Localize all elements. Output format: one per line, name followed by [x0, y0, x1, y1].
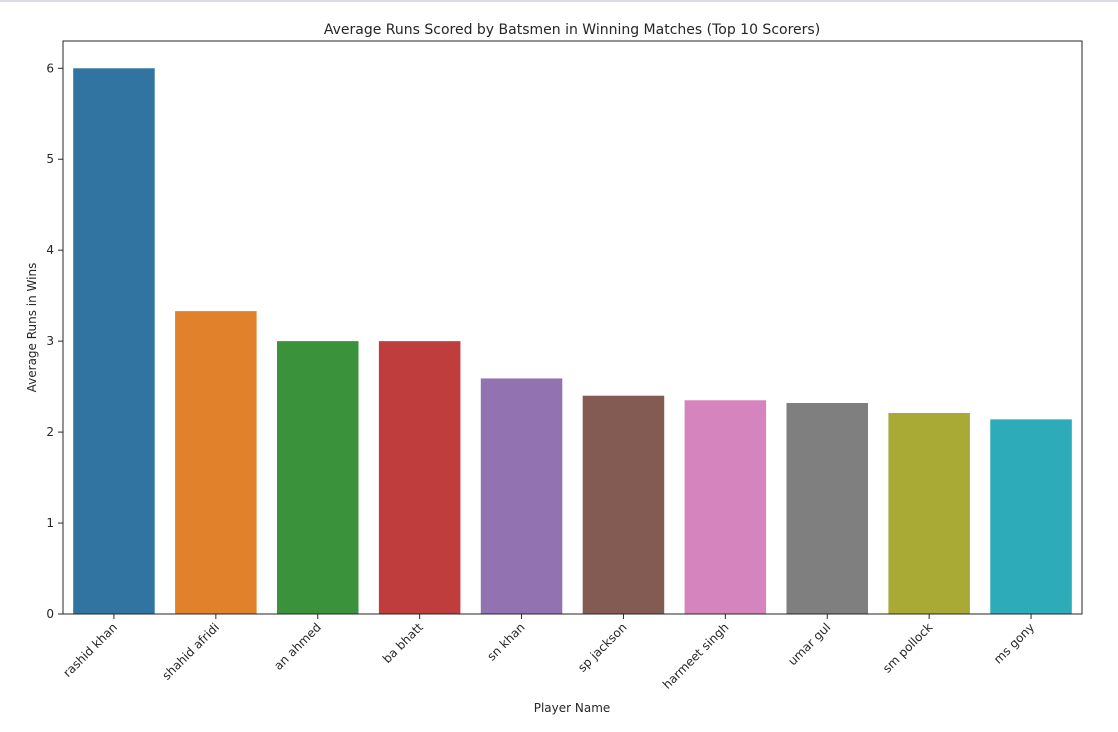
y-tick-label: 4: [46, 243, 54, 257]
bar-sp-jackson: [582, 395, 665, 614]
x-tick-label: harmeet singh: [660, 620, 731, 691]
bar-sm-pollock: [888, 412, 970, 614]
x-axis-title: Player Name: [534, 701, 611, 715]
x-tick-label: shahid afridi: [159, 620, 222, 683]
y-tick-label: 2: [46, 425, 54, 439]
x-tick-label: ba bhatt: [380, 620, 426, 666]
bar-shahid-afridi: [175, 311, 257, 614]
y-axis-title: Average Runs in Wins: [25, 263, 39, 393]
y-tick-label: 6: [46, 61, 54, 75]
bar-an-ahmed: [276, 341, 359, 614]
y-tick-label: 1: [46, 516, 54, 530]
bar-harmeet-singh: [684, 400, 767, 614]
x-axis: rashid khan shahid afridi an ahmed ba bhatt…: [60, 614, 1037, 692]
x-tick-label: rashid khan: [60, 620, 120, 680]
x-tick-label: sn khan: [484, 620, 527, 663]
y-tick-label: 5: [46, 152, 54, 166]
y-axis: 0 1 2 3 4 5 6: [46, 61, 63, 621]
bar-sn-khan: [480, 378, 563, 614]
y-tick-label: 0: [46, 607, 54, 621]
chart-title: Average Runs Scored by Batsmen in Winnin…: [324, 22, 820, 38]
y-tick-label: 3: [46, 334, 54, 348]
x-tick-label: umar gul: [785, 620, 833, 668]
x-tick-label: an ahmed: [271, 620, 324, 673]
bar-umar-gul: [786, 402, 869, 614]
x-tick-label: ms gony: [991, 620, 1037, 666]
plot-frame: [62, 40, 1083, 615]
bar-rashid-khan: [73, 68, 155, 615]
top-border: [0, 0, 1118, 2]
bar-ba-bhatt: [378, 341, 461, 614]
x-tick-label: sp jackson: [575, 620, 630, 675]
bars-group: [73, 68, 1072, 615]
bar-ms-gony: [990, 419, 1072, 614]
x-tick-label: sm pollock: [880, 620, 935, 675]
